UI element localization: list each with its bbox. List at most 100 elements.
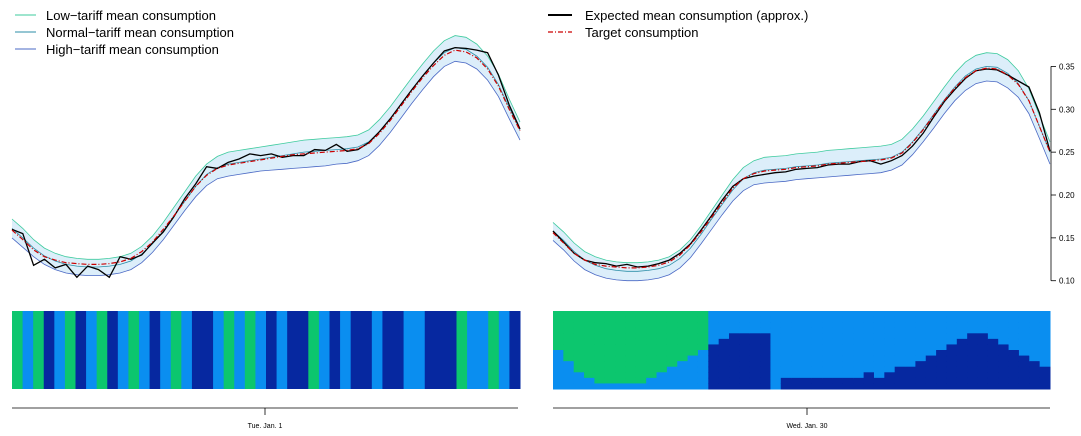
tariff-cell-right bbox=[635, 311, 647, 318]
tariff-cell-right bbox=[905, 316, 916, 323]
tariff-cell-right bbox=[925, 322, 937, 329]
tariff-cell-right bbox=[770, 327, 782, 334]
tariff-cell-right bbox=[677, 316, 689, 323]
tariff-cell-right bbox=[615, 322, 626, 329]
tariff-cell-right bbox=[604, 333, 616, 340]
tariff-cell-right bbox=[956, 327, 968, 334]
tariff-cell-right bbox=[946, 311, 958, 318]
tariff-cell-right bbox=[697, 316, 709, 323]
tariff-cell-right bbox=[915, 344, 927, 351]
tariff-cell-right bbox=[1008, 311, 1020, 318]
tariff-tile-left bbox=[107, 311, 119, 389]
tariff-cell-right bbox=[780, 350, 792, 357]
tariff-cell-right bbox=[863, 338, 875, 345]
tariff-cell-right bbox=[563, 350, 575, 357]
tariff-cell-right bbox=[853, 366, 865, 373]
tariff-cell-right bbox=[987, 383, 999, 390]
tariff-cell-right bbox=[873, 327, 885, 334]
tariff-cell-right bbox=[853, 361, 865, 368]
x-label-left: Tue. Jan. 1 bbox=[248, 423, 283, 430]
tariff-cell-right bbox=[987, 322, 999, 329]
tariff-tile-left bbox=[382, 311, 394, 389]
tariff-cell-right bbox=[687, 377, 699, 384]
tariff-cell-right bbox=[915, 322, 927, 329]
target-line-left bbox=[11, 49, 521, 265]
tariff-cell-right bbox=[656, 322, 668, 329]
tariff-cell-right bbox=[594, 361, 606, 368]
y-axis-right: 0.10 0.15 0.20 0.25 0.30 0.35 bbox=[1050, 62, 1075, 286]
tariff-tile-left bbox=[467, 311, 479, 389]
tariff-cell-right bbox=[729, 383, 740, 390]
tariff-cell-right bbox=[656, 377, 668, 384]
tariff-cell-right bbox=[646, 350, 658, 357]
tariff-cell-right bbox=[780, 311, 792, 318]
tariff-cell-right bbox=[625, 366, 637, 373]
tariff-cell-right bbox=[739, 361, 751, 368]
tariff-cell-right bbox=[697, 361, 709, 368]
tariff-cell-right bbox=[967, 316, 979, 323]
tariff-cell-right bbox=[729, 316, 740, 323]
y-tick-label: 0.35 bbox=[1059, 62, 1075, 71]
tariff-cell-right bbox=[656, 316, 668, 323]
tariff-cell-right bbox=[873, 344, 885, 351]
tariff-cell-right bbox=[1039, 383, 1051, 390]
tariff-cell-right bbox=[811, 361, 823, 368]
tariff-cell-right bbox=[718, 344, 730, 351]
tariff-cell-right bbox=[625, 372, 637, 379]
legend-low-label: Low−tariff mean consumption bbox=[46, 8, 216, 23]
tariff-cell-right bbox=[718, 383, 730, 390]
tariff-cell-right bbox=[729, 366, 740, 373]
tariff-cell-right bbox=[811, 322, 823, 329]
tariff-cell-right bbox=[718, 327, 730, 334]
tariff-cell-right bbox=[863, 344, 875, 351]
tariff-cell-right bbox=[666, 316, 678, 323]
tariff-cell-right bbox=[594, 327, 606, 334]
tariff-cell-right bbox=[853, 377, 865, 384]
tariff-cell-right bbox=[946, 338, 958, 345]
tariff-cell-right bbox=[956, 366, 968, 373]
tariff-cell-right bbox=[749, 327, 761, 334]
tariff-cell-right bbox=[625, 311, 637, 318]
tariff-cell-right bbox=[987, 344, 999, 351]
tariff-cell-right bbox=[635, 366, 647, 373]
tariff-cell-right bbox=[905, 327, 916, 334]
tariff-cell-right bbox=[604, 372, 616, 379]
tariff-cell-right bbox=[666, 322, 678, 329]
tariff-cell-right bbox=[863, 333, 875, 340]
tariff-cell-right bbox=[811, 311, 823, 318]
tariff-cell-right bbox=[604, 311, 616, 318]
tariff-cell-right bbox=[925, 338, 937, 345]
tariff-cell-right bbox=[905, 355, 916, 362]
tariff-cell-right bbox=[553, 366, 564, 373]
tariff-cell-right bbox=[646, 355, 658, 362]
tariff-cell-right bbox=[894, 383, 906, 390]
y-tick-label: 0.15 bbox=[1059, 234, 1075, 243]
tariff-cell-right bbox=[811, 344, 823, 351]
tariff-cell-right bbox=[873, 372, 885, 379]
tariff-cell-right bbox=[894, 327, 906, 334]
tariff-tile-left bbox=[12, 311, 24, 389]
tariff-cell-right bbox=[708, 316, 720, 323]
tariff-cell-right bbox=[718, 311, 730, 318]
tariff-cell-right bbox=[998, 372, 1010, 379]
tariff-cell-right bbox=[1029, 366, 1041, 373]
tariff-cell-right bbox=[811, 327, 823, 334]
tariff-cell-right bbox=[925, 311, 937, 318]
tariff-cell-right bbox=[967, 311, 979, 318]
tariff-cell-right bbox=[760, 333, 771, 340]
tariff-cell-right bbox=[656, 327, 668, 334]
tariff-cell-right bbox=[749, 344, 761, 351]
tariff-cell-right bbox=[956, 311, 968, 318]
tariff-cell-right bbox=[760, 344, 771, 351]
tariff-tile-left bbox=[329, 311, 341, 389]
legend-high-label: High−tariff mean consumption bbox=[46, 42, 219, 57]
tariff-cell-right bbox=[832, 338, 844, 345]
tariff-cell-right bbox=[625, 344, 637, 351]
tariff-cell-right bbox=[563, 322, 575, 329]
tariff-cell-right bbox=[936, 361, 947, 368]
tariff-tile-left bbox=[340, 311, 352, 389]
tariff-tile-left bbox=[371, 311, 383, 389]
tariff-cell-right bbox=[915, 316, 927, 323]
tariff-cell-right bbox=[573, 350, 585, 357]
